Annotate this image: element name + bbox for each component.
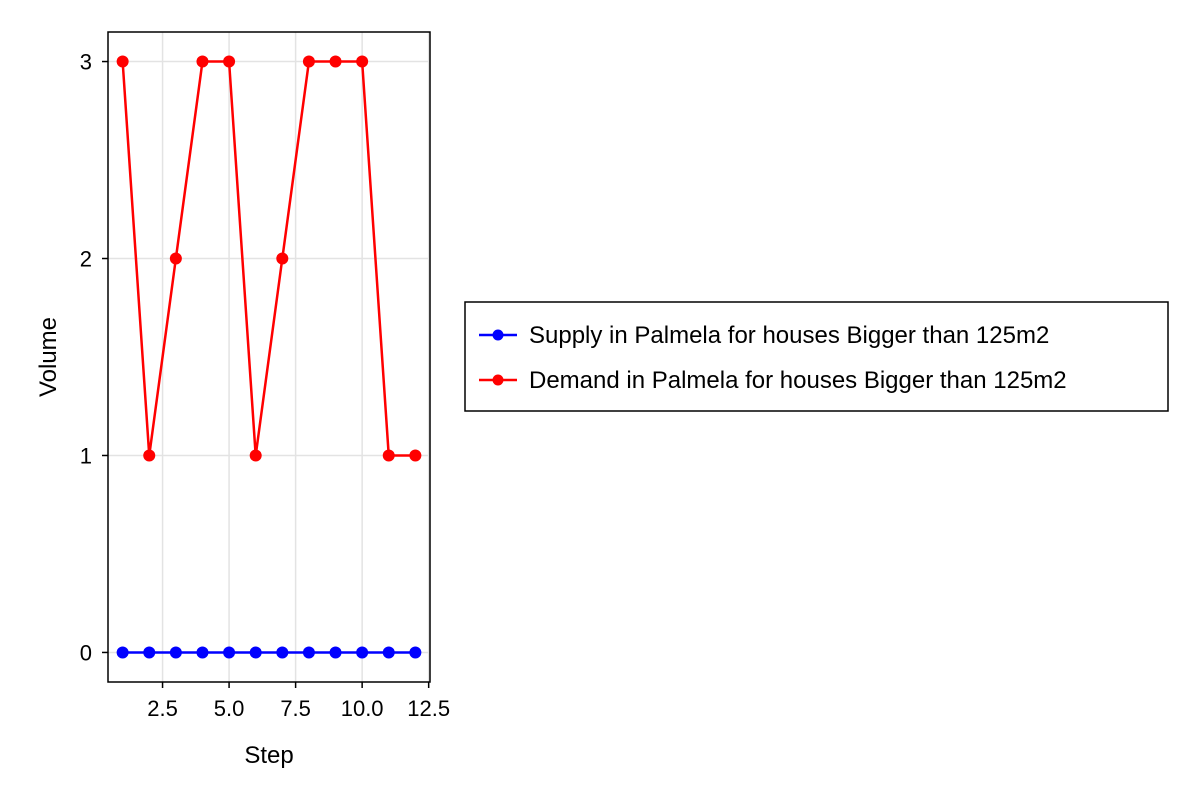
legend-supply-label: Supply in Palmela for houses Bigger than… <box>529 322 1049 349</box>
data-point <box>169 252 182 265</box>
x-tick-label: 12.5 <box>407 696 450 721</box>
data-point <box>356 55 369 68</box>
data-point <box>329 55 342 68</box>
data-point <box>302 55 315 68</box>
legend-demand-label: Demand in Palmela for houses Bigger than… <box>529 367 1067 394</box>
data-point <box>382 646 395 659</box>
y-tick-label: 2 <box>80 247 92 272</box>
legend-supply-marker <box>492 329 504 341</box>
data-point <box>143 449 156 462</box>
data-point <box>116 646 129 659</box>
series-line <box>121 60 416 457</box>
data-point <box>249 449 262 462</box>
y-tick-label: 0 <box>80 640 92 665</box>
axis-ticks: 2.5 5.0 7.5 10.0 12.5 0 1 2 3 <box>80 50 450 721</box>
data-point <box>223 55 236 68</box>
legend-box <box>464 301 1169 412</box>
data-point <box>356 646 369 659</box>
data-point <box>276 646 289 659</box>
y-axis-title: Volume <box>35 317 62 397</box>
legend-demand-marker <box>492 374 504 386</box>
x-tick-label: 7.5 <box>280 696 311 721</box>
legend: Supply in Palmela for houses Bigger than… <box>464 301 1169 412</box>
data-point <box>302 646 315 659</box>
data-point <box>169 646 182 659</box>
y-tick-label: 1 <box>80 443 92 468</box>
data-point <box>329 646 342 659</box>
data-point <box>276 252 289 265</box>
series-1 <box>116 55 422 462</box>
series-layer <box>116 55 422 659</box>
x-tick-label: 2.5 <box>147 696 178 721</box>
data-point <box>409 646 422 659</box>
data-point <box>249 646 262 659</box>
data-point <box>196 55 209 68</box>
data-point <box>143 646 156 659</box>
series-0 <box>116 646 422 659</box>
data-point <box>116 55 129 68</box>
plot-frame <box>107 31 431 683</box>
x-tick-label: 10.0 <box>341 696 384 721</box>
data-point <box>382 449 395 462</box>
data-point <box>409 449 422 462</box>
data-point <box>196 646 209 659</box>
y-tick-label: 3 <box>80 50 92 75</box>
data-point <box>223 646 236 659</box>
x-tick-label: 5.0 <box>214 696 245 721</box>
x-axis-title: Step <box>244 742 293 769</box>
